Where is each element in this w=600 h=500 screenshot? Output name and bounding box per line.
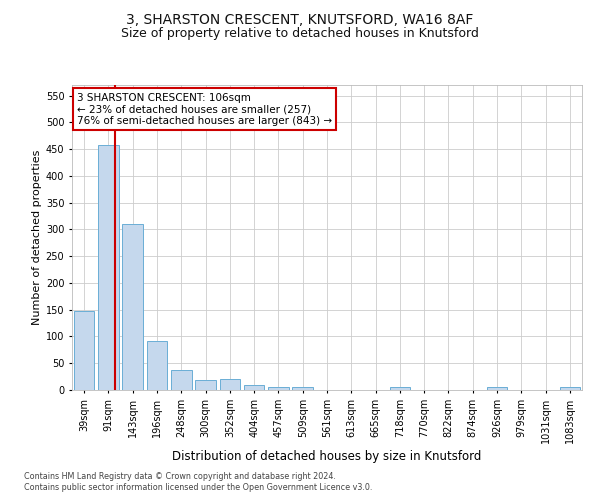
Text: Contains HM Land Registry data © Crown copyright and database right 2024.: Contains HM Land Registry data © Crown c… (24, 472, 336, 481)
Text: 3, SHARSTON CRESCENT, KNUTSFORD, WA16 8AF: 3, SHARSTON CRESCENT, KNUTSFORD, WA16 8A… (127, 12, 473, 26)
Bar (268, 388, 289, 390)
Bar (292, 387, 313, 390)
Bar (146, 341, 167, 390)
Text: Size of property relative to detached houses in Knutsford: Size of property relative to detached ho… (121, 28, 479, 40)
Text: Contains public sector information licensed under the Open Government Licence v3: Contains public sector information licen… (24, 484, 373, 492)
Bar (560, 388, 580, 390)
Bar (171, 370, 191, 390)
Bar (220, 380, 240, 390)
Bar (122, 224, 143, 390)
Text: 3 SHARSTON CRESCENT: 106sqm
← 23% of detached houses are smaller (257)
76% of se: 3 SHARSTON CRESCENT: 106sqm ← 23% of det… (77, 92, 332, 126)
Bar (98, 146, 119, 390)
X-axis label: Distribution of detached houses by size in Knutsford: Distribution of detached houses by size … (172, 450, 482, 463)
Y-axis label: Number of detached properties: Number of detached properties (32, 150, 41, 325)
Bar (487, 388, 508, 390)
Bar (244, 384, 265, 390)
Bar (74, 311, 94, 390)
Bar (195, 380, 216, 390)
Bar (389, 388, 410, 390)
